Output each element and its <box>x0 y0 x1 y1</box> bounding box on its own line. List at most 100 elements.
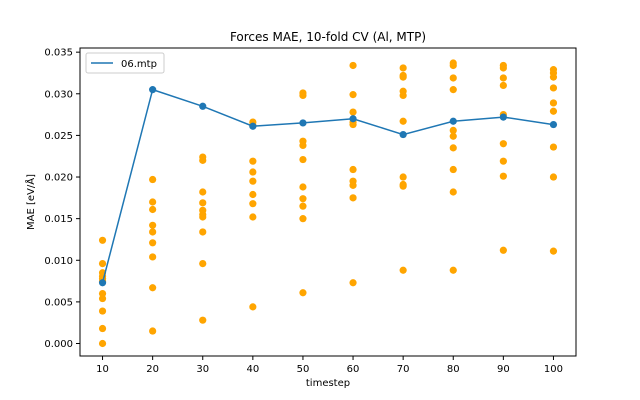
scatter-point <box>199 260 207 268</box>
scatter-point <box>199 213 207 221</box>
scatter-point <box>98 236 107 244</box>
x-tick-label: 20 <box>146 364 159 375</box>
scatter-point <box>549 247 558 255</box>
scatter-point <box>449 74 457 82</box>
scatter-point <box>299 202 307 210</box>
line-point <box>98 279 107 287</box>
scatter-point <box>149 205 157 214</box>
plot-frame <box>79 47 577 357</box>
scatter-point <box>349 108 357 116</box>
scatter-point <box>98 260 107 268</box>
scatter-point <box>549 107 558 115</box>
scatter-point <box>199 188 207 196</box>
y-axis-label: MAE [eV/Å] <box>24 174 37 230</box>
scatter-point <box>199 228 207 236</box>
scatter-point <box>299 195 307 203</box>
x-tick-label: 90 <box>497 364 510 375</box>
scatter-point <box>499 140 507 148</box>
scatter-point <box>549 84 558 92</box>
scatter-point <box>399 173 407 181</box>
scatter-point <box>549 143 558 151</box>
scatter-point <box>98 324 107 333</box>
scatter-point <box>399 117 407 125</box>
scatter-point <box>499 81 507 90</box>
scatter-point <box>299 215 307 223</box>
line-point <box>399 130 407 139</box>
x-tick-label: 70 <box>397 364 410 375</box>
scatter-point <box>449 266 457 274</box>
x-tick-label: 30 <box>196 364 209 375</box>
scatter-point <box>449 132 457 140</box>
line-point <box>149 86 157 94</box>
scatter-point <box>349 194 357 202</box>
scatter-point <box>149 253 157 261</box>
scatter-point <box>299 141 307 149</box>
scatter-point <box>249 177 257 185</box>
scatter-point <box>149 228 157 236</box>
y-tick-label: 0.030 <box>44 89 73 100</box>
scatter-point <box>149 198 157 206</box>
scatter-point <box>249 200 257 208</box>
line-point <box>199 102 207 110</box>
scatter-point <box>249 303 257 311</box>
line-point <box>299 119 307 127</box>
scatter-point <box>349 61 357 70</box>
scatter-point <box>98 339 107 348</box>
y-tick-label: 0.005 <box>44 297 73 308</box>
scatter-point <box>149 327 157 335</box>
scatter-point <box>98 289 107 298</box>
x-tick-label: 80 <box>447 364 460 375</box>
scatter-point <box>299 91 307 100</box>
scatter-point <box>399 266 407 274</box>
scatter-point <box>549 173 558 181</box>
scatter-point <box>449 188 457 196</box>
x-tick-label: 10 <box>96 364 109 375</box>
scatter-point <box>349 279 357 287</box>
scatter-point <box>499 246 507 254</box>
scatter-point <box>149 175 157 184</box>
line-point <box>349 115 357 123</box>
scatter-point <box>149 239 157 247</box>
y-axis-ticks: 0.000 0.005 0.010 0.015 0.020 0.025 0.030 0.035 <box>44 48 80 350</box>
y-tick-label: 0.000 <box>44 339 73 350</box>
scatter-point <box>549 99 558 107</box>
legend: 06.mtp <box>85 52 165 74</box>
scatter-point <box>399 64 407 72</box>
scatter-point <box>399 91 407 100</box>
scatter-point <box>449 144 457 152</box>
x-axis-ticks: 10 20 30 40 50 60 70 80 90 100 <box>96 356 563 375</box>
scatter-point <box>249 213 257 221</box>
x-tick-label: 40 <box>246 364 259 375</box>
scatter-point <box>349 91 357 99</box>
y-tick-label: 0.015 <box>44 214 73 225</box>
y-tick-label: 0.025 <box>44 131 73 142</box>
scatter-point <box>349 181 357 189</box>
scatter-point <box>499 64 507 72</box>
scatter-point <box>249 157 257 165</box>
y-tick-label: 0.035 <box>44 48 73 59</box>
x-tick-label: 100 <box>544 364 563 375</box>
scatter-point <box>249 168 257 176</box>
y-tick-label: 0.020 <box>44 173 73 184</box>
x-axis-label: timestep <box>306 378 350 389</box>
scatter-point <box>299 155 307 164</box>
legend-label: 06.mtp <box>121 59 157 70</box>
scatter-point <box>149 221 157 229</box>
scatter-point <box>399 73 407 81</box>
scatter-point <box>199 199 207 207</box>
y-tick-label: 0.010 <box>44 256 73 267</box>
scatter-point <box>399 182 407 190</box>
scatter-point <box>299 183 307 191</box>
scatter-point <box>499 172 507 180</box>
scatter-point <box>449 165 457 174</box>
scatter-point <box>199 156 207 164</box>
line-point <box>449 117 457 125</box>
scatter-point <box>349 165 357 174</box>
chart-title: Forces MAE, 10-fold CV (Al, MTP) <box>230 30 426 44</box>
scatter-point <box>549 73 558 81</box>
series-line-06-mtp <box>101 88 554 283</box>
legend-box <box>85 52 165 74</box>
scatter-point <box>449 86 457 94</box>
scatter-point <box>349 120 357 129</box>
